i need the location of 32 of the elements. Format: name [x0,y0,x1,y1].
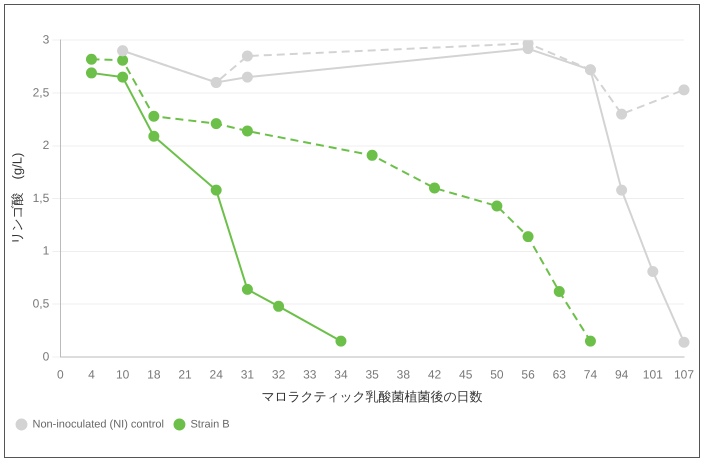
x-tick-label: 33 [303,368,317,382]
legend-label: Non-inoculated (NI) control [32,418,164,431]
y-tick-label: 0 [42,349,50,364]
x-tick-label: 38 [396,368,410,382]
x-tick-label: 4 [88,368,96,382]
x-tick-label: 18 [147,368,161,382]
y-tick-label: 3 [42,32,50,47]
x-tick-label: 24 [210,368,224,382]
x-tick-label: 45 [459,368,473,382]
x-tick-label: 0 [56,368,64,382]
y-tick-label: 1,5 [32,190,50,205]
x-tick-label: 31 [240,368,254,382]
x-tick-label: 56 [521,368,536,382]
x-tick-label: 63 [552,368,566,382]
x-axis-title: マロラクティック乳酸菌植菌後の日数 [262,388,483,404]
x-tick-label: 34 [334,368,348,382]
x-tick-label: 32 [272,368,286,382]
y-tick-label: 0,5 [32,296,50,311]
x-tick-label: 94 [614,368,629,382]
x-tick-label: 21 [178,368,192,382]
legend-label: Strain B [190,418,230,431]
x-tick-label: 35 [365,368,380,382]
y-tick-label: 2 [42,138,50,152]
x-tick-label: 107 [674,368,694,382]
x-tick-label: 101 [642,368,664,382]
x-tick-label: 42 [428,368,442,382]
y-tick-label: 1 [42,244,50,258]
y-tick-label: 2,5 [32,85,50,100]
y-axis-title: リンゴ酸 (g/L) [9,152,24,244]
x-tick-label: 74 [584,368,598,382]
x-tick-label: 10 [116,368,130,382]
x-tick-label: 50 [490,368,504,382]
